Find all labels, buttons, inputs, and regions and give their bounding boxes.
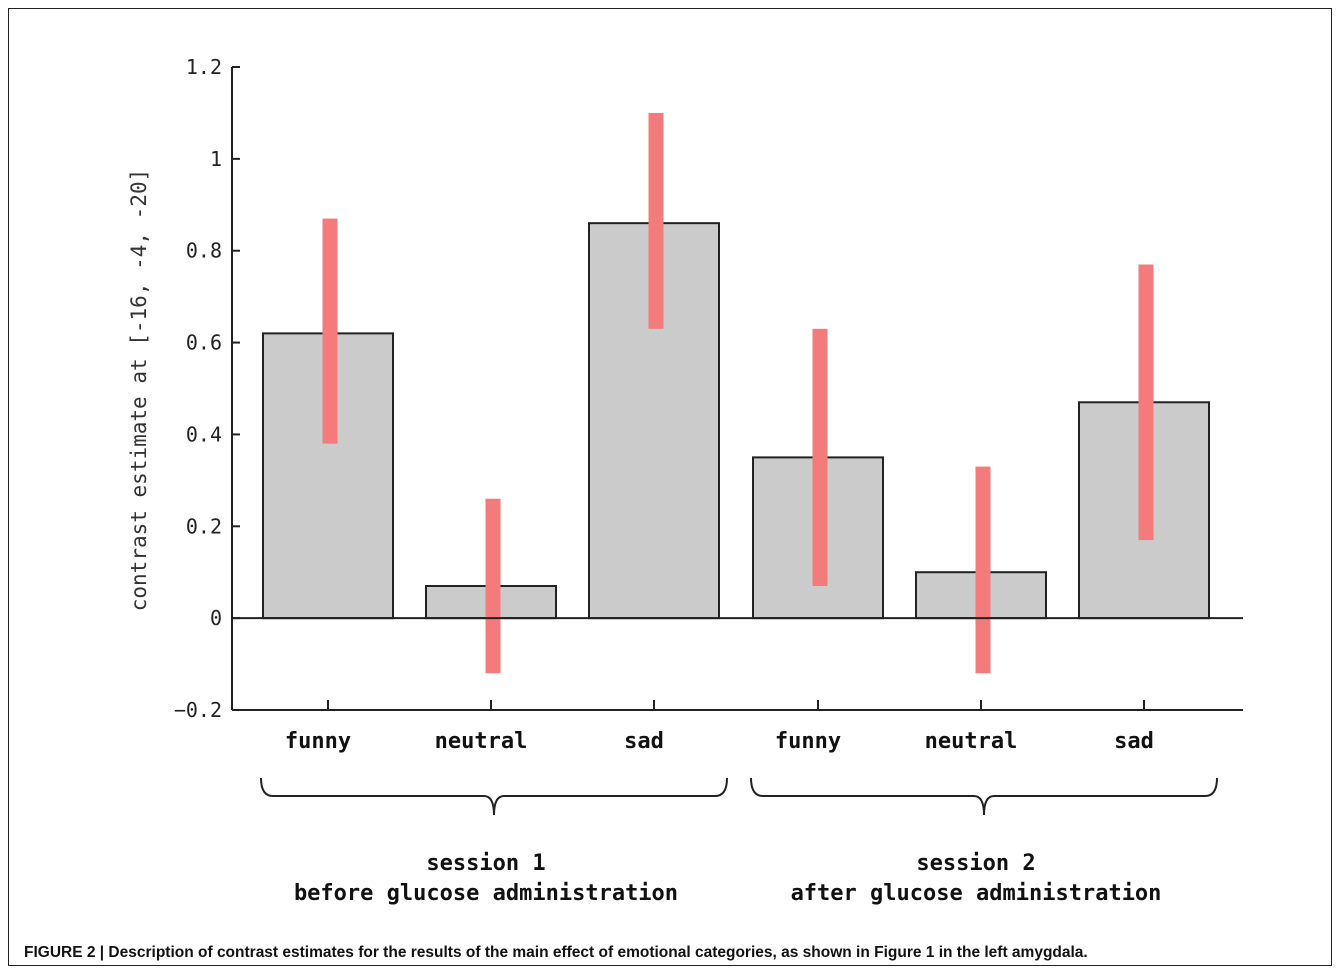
error-bar-5	[1138, 264, 1154, 541]
x-tick-label-sad: sad	[624, 729, 664, 754]
group-brace-1	[260, 777, 728, 816]
group-label-session: session 1	[426, 851, 545, 876]
x-tick-label-funny: funny	[775, 729, 841, 754]
x-tick-label-neutral: neutral	[435, 729, 528, 754]
y-tick-label: 0.8	[186, 239, 222, 263]
error-bar-4	[975, 466, 991, 674]
y-tick-label: 1.2	[186, 55, 222, 79]
caption-text-end: in the left amygdala.	[934, 944, 1088, 961]
error-bar-2	[648, 112, 664, 329]
y-tick-label: 0.4	[186, 422, 222, 446]
x-tick-label-sad: sad	[1114, 729, 1154, 754]
error-bar-1	[485, 498, 501, 674]
x-tick-label-neutral: neutral	[925, 729, 1018, 754]
y-tick-label: 0.2	[186, 514, 222, 538]
caption-figure-ref: Figure 1	[874, 944, 935, 961]
x-tick-label-funny: funny	[285, 729, 351, 754]
y-tick-label: 1	[210, 147, 222, 171]
group-label-session: session 2	[916, 851, 1035, 876]
error-bar-3	[812, 328, 828, 586]
group-label-condition: after glucose administration	[791, 881, 1162, 906]
plot-area: −0.2 0 0.2 0.4 0.6 0.8 1 1.2 funny neutral sad funn…	[174, 55, 1243, 906]
y-tick-label: 0	[210, 606, 222, 630]
group-label-condition: before glucose administration	[294, 881, 678, 906]
y-axis-label: contrast estimate at [-16, -4, -20]	[127, 169, 151, 612]
y-tick-label: 0.6	[186, 331, 222, 355]
figure-caption: FIGURE 2 | Description of contrast estim…	[24, 944, 1324, 962]
error-bar-0	[322, 218, 338, 444]
y-tick-label: −0.2	[174, 698, 222, 722]
caption-text: FIGURE 2 | Description of contrast estim…	[24, 944, 875, 961]
group-brace-2	[750, 777, 1218, 816]
figure-frame	[8, 8, 1332, 966]
